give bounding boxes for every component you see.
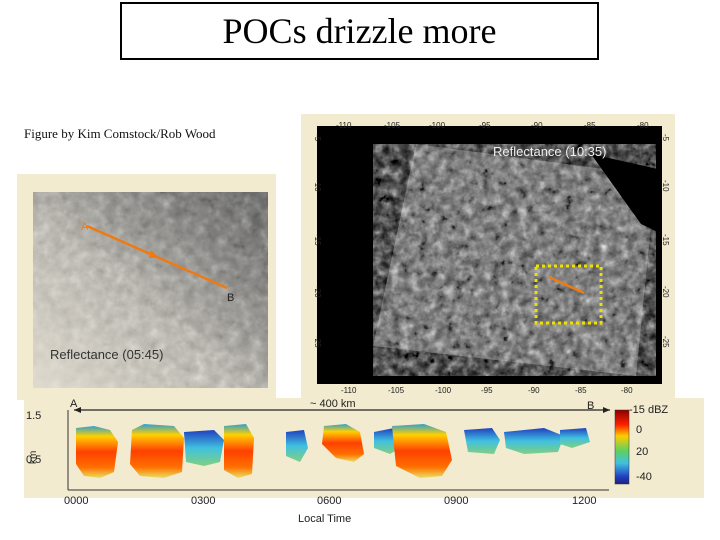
bottom-tick: -105 [388,386,405,395]
top-tick: -85 [584,121,596,130]
colorbar-tick: 20 [636,446,648,458]
radar-profile: A B ~ 400 km 1.5 0.5 km 0000 0300 0600 0… [24,398,704,525]
top-tick: -90 [531,121,543,130]
profile-x-ticks: 0000 0300 0600 0900 1200 [64,495,596,507]
left-point-a: A [81,221,89,233]
right-tick: -15 [661,234,670,246]
left-tick: -15 [313,234,322,246]
bottom-tick: -80 [621,386,633,395]
bottom-tick: -100 [435,386,452,395]
profile-x-tick: 1200 [572,495,596,507]
bottom-tick: -90 [528,386,540,395]
left-point-b: B [227,292,234,304]
right-reflectance-image: Reflectance (10:35) -110 -105 -100 -95 -… [301,114,675,400]
bottom-tick: -85 [575,386,587,395]
right-caption: Reflectance (10:35) [493,144,606,159]
top-tick: -80 [637,121,649,130]
colorbar [614,409,630,485]
colorbar-tick: 0 [636,424,642,436]
bottom-tick: -95 [481,386,493,395]
figure-credit: Figure by Kim Comstock/Rob Wood [24,126,216,141]
top-tick: -100 [429,121,446,130]
yellow-highlight-box [534,264,603,325]
slide-title: POCs drizzle more [222,11,497,51]
left-caption: Reflectance (05:45) [50,347,163,362]
profile-x-tick: 0600 [317,495,341,507]
left-tick: -5 [313,134,322,142]
top-tick: -110 [336,121,352,130]
left-axis-ticks: -5 -10 -15 -20 -25 [313,134,322,348]
left-tick: -25 [313,336,322,348]
top-axis-ticks: -110 -105 -100 -95 -90 -85 -80 [336,121,649,130]
profile-y-label: km [28,451,39,464]
profile-y-tick: 0.5 [26,454,41,466]
colorbar-title: -15 dBZ [629,404,668,416]
bottom-axis-ticks: -110 -105 -100 -95 -90 -85 -80 [341,386,633,395]
profile-distance: ~ 400 km [310,398,356,410]
profile-x-tick: 0000 [64,495,88,507]
title-box: POCs drizzle more [120,2,599,60]
right-axis-ticks: -5 -10 -15 -20 -25 [661,134,670,348]
right-transect-line [548,275,585,295]
top-tick: -95 [479,121,491,130]
left-reflectance-image: A B Reflectance (05:45) [17,174,276,400]
profile-x-label: Local Time [298,513,351,525]
radar-echo-cells [76,424,590,478]
bottom-tick: -110 [341,386,357,395]
right-tick: -25 [661,336,670,348]
right-tick: -20 [661,286,670,298]
right-tick: -10 [661,180,670,192]
profile-y-tick: 1.5 [26,410,41,422]
colorbar-tick: -40 [636,471,652,483]
profile-x-tick: 0300 [191,495,215,507]
profile-label-a: A [70,398,78,410]
profile-x-tick: 0900 [444,495,468,507]
profile-label-b: B [587,400,594,412]
top-tick: -105 [384,121,401,130]
left-tick: -20 [313,286,322,298]
right-tick: -5 [661,134,670,142]
left-tick: -10 [313,180,322,192]
